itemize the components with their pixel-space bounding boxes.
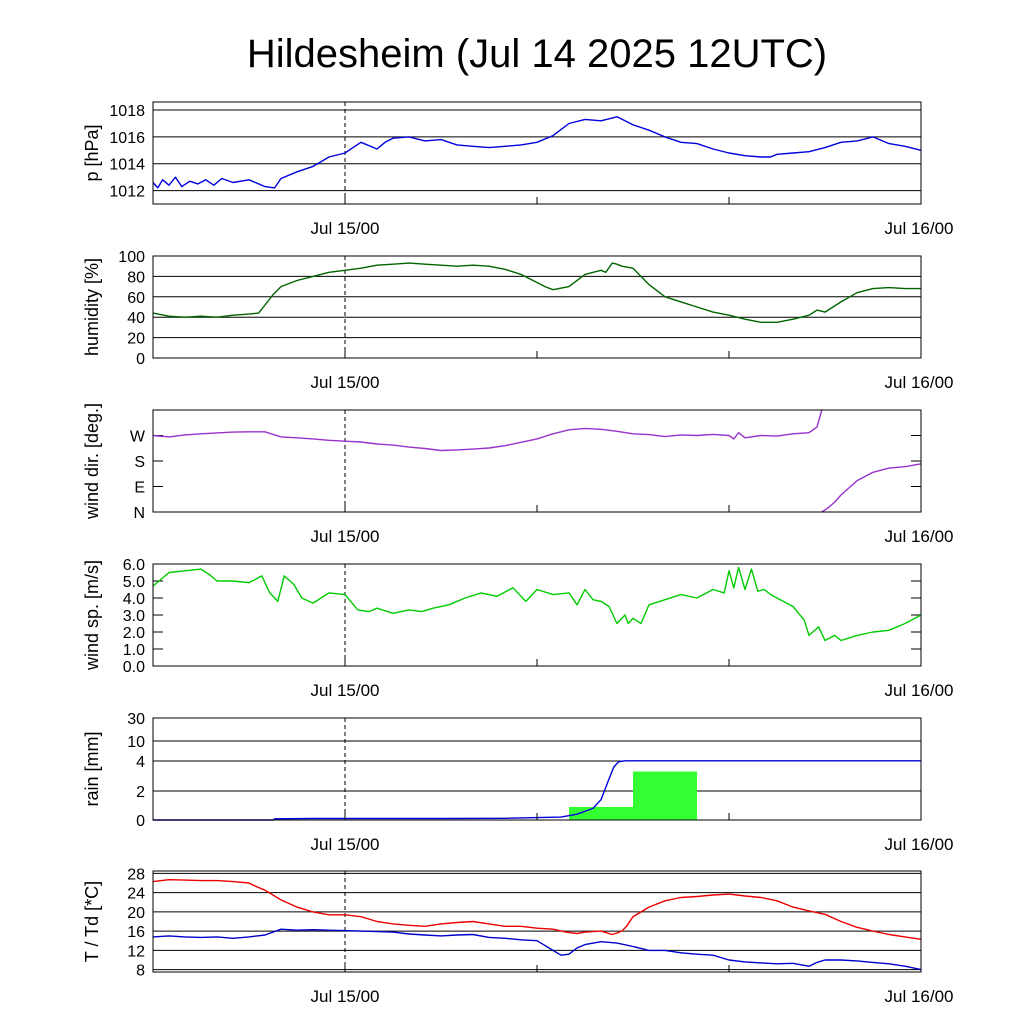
y-tick-label: 1014 — [109, 157, 145, 174]
panel-pressure: 1012 1014 1016 1018 Jul 15/00 Jul 16/00 p [hPa… — [82, 101, 954, 238]
y-tick-label: 1012 — [109, 184, 145, 201]
y-tick-label: 20 — [127, 905, 145, 922]
y-tick-label: W — [130, 429, 146, 446]
series-line — [821, 463, 922, 513]
y-tick-label: 28 — [127, 866, 145, 883]
y-tick-label: E — [134, 480, 145, 497]
series-line — [152, 409, 823, 452]
y-tick-label: 1.0 — [123, 642, 145, 659]
y-tick-label: 2 — [136, 784, 145, 801]
y-tick-label: 16 — [127, 924, 145, 941]
y-axis-label: wind sp. [m/s] — [82, 560, 102, 671]
y-tick-label: 1016 — [109, 130, 145, 147]
y-tick-label: 24 — [127, 886, 145, 903]
y-tick-label: N — [133, 505, 145, 522]
y-axis-label: T / Td [*C] — [82, 881, 102, 962]
x-tick-label: Jul 16/00 — [885, 219, 954, 238]
y-tick-label: 12 — [127, 943, 145, 960]
y-axis-label: humidity [%] — [82, 258, 102, 356]
y-tick-label: 30 — [127, 711, 145, 728]
y-tick-label: 4.0 — [123, 591, 145, 608]
y-tick-label: 0.0 — [123, 659, 145, 676]
y-tick-label: 5.0 — [123, 574, 145, 591]
y-axis-label: rain [mm] — [82, 731, 102, 806]
plot-frame — [152, 409, 922, 513]
rain-bar — [633, 771, 697, 820]
plot-frame — [152, 717, 922, 821]
series-line — [153, 760, 921, 821]
y-tick-label: 3.0 — [123, 608, 145, 625]
chart-title: Hildesheim (Jul 14 2025 12UTC) — [247, 32, 827, 76]
y-tick-label: 0 — [136, 351, 145, 368]
x-tick-label: Jul 16/00 — [885, 373, 954, 392]
y-tick-label: 8 — [136, 963, 145, 980]
series-line — [152, 566, 922, 642]
series-line — [152, 262, 921, 323]
panel-temperature: 8 12 16 20 24 28 Jul 15/00 Jul 16/00 T / Td [*C] — [82, 866, 954, 1006]
x-tick-label: Jul 15/00 — [311, 835, 380, 854]
series-line — [152, 928, 922, 971]
plot-frame — [152, 563, 922, 667]
x-tick-label: Jul 15/00 — [311, 987, 380, 1006]
x-tick-label: Jul 16/00 — [885, 527, 954, 546]
x-tick-label: Jul 15/00 — [311, 681, 380, 700]
panel-rain: 0 2 4 10 30 Jul 15/00 Jul 16/00 rain [mm] — [82, 711, 954, 854]
y-tick-label: 1018 — [109, 103, 145, 120]
series-line — [152, 879, 922, 940]
series-line — [152, 116, 922, 189]
x-tick-label: Jul 16/00 — [885, 835, 954, 854]
y-tick-label: 40 — [127, 310, 145, 327]
y-tick-label: 20 — [127, 331, 145, 348]
plot-frame — [152, 255, 922, 359]
plot-frame — [152, 870, 922, 973]
x-tick-label: Jul 16/00 — [885, 987, 954, 1006]
panel-humidity: 0 20 40 60 80 100 Jul 15/00 Jul 16/00 humidity [… — [82, 249, 954, 392]
panel-wind_speed: 0.01.02.03.04.05.06.0 Jul 15/00 Jul 16/00 w… — [82, 557, 954, 700]
y-axis-label: p [hPa] — [82, 124, 102, 181]
x-tick-label: Jul 16/00 — [885, 681, 954, 700]
y-axis-label: wind dir. [deg.] — [82, 403, 102, 520]
plot-frame — [152, 101, 922, 205]
y-tick-label: 2.0 — [123, 625, 145, 642]
x-tick-label: Jul 15/00 — [311, 373, 380, 392]
x-tick-label: Jul 15/00 — [311, 219, 380, 238]
y-tick-label: S — [134, 454, 145, 471]
y-tick-label: 100 — [118, 249, 145, 266]
y-tick-label: 10 — [127, 734, 145, 751]
x-tick-label: Jul 15/00 — [311, 527, 380, 546]
y-tick-label: 60 — [127, 290, 145, 307]
rain-bar — [569, 806, 633, 820]
y-tick-label: 0 — [136, 813, 145, 830]
y-tick-label: 80 — [127, 269, 145, 286]
y-tick-label: 4 — [136, 754, 145, 771]
y-tick-label: 6.0 — [123, 557, 145, 574]
